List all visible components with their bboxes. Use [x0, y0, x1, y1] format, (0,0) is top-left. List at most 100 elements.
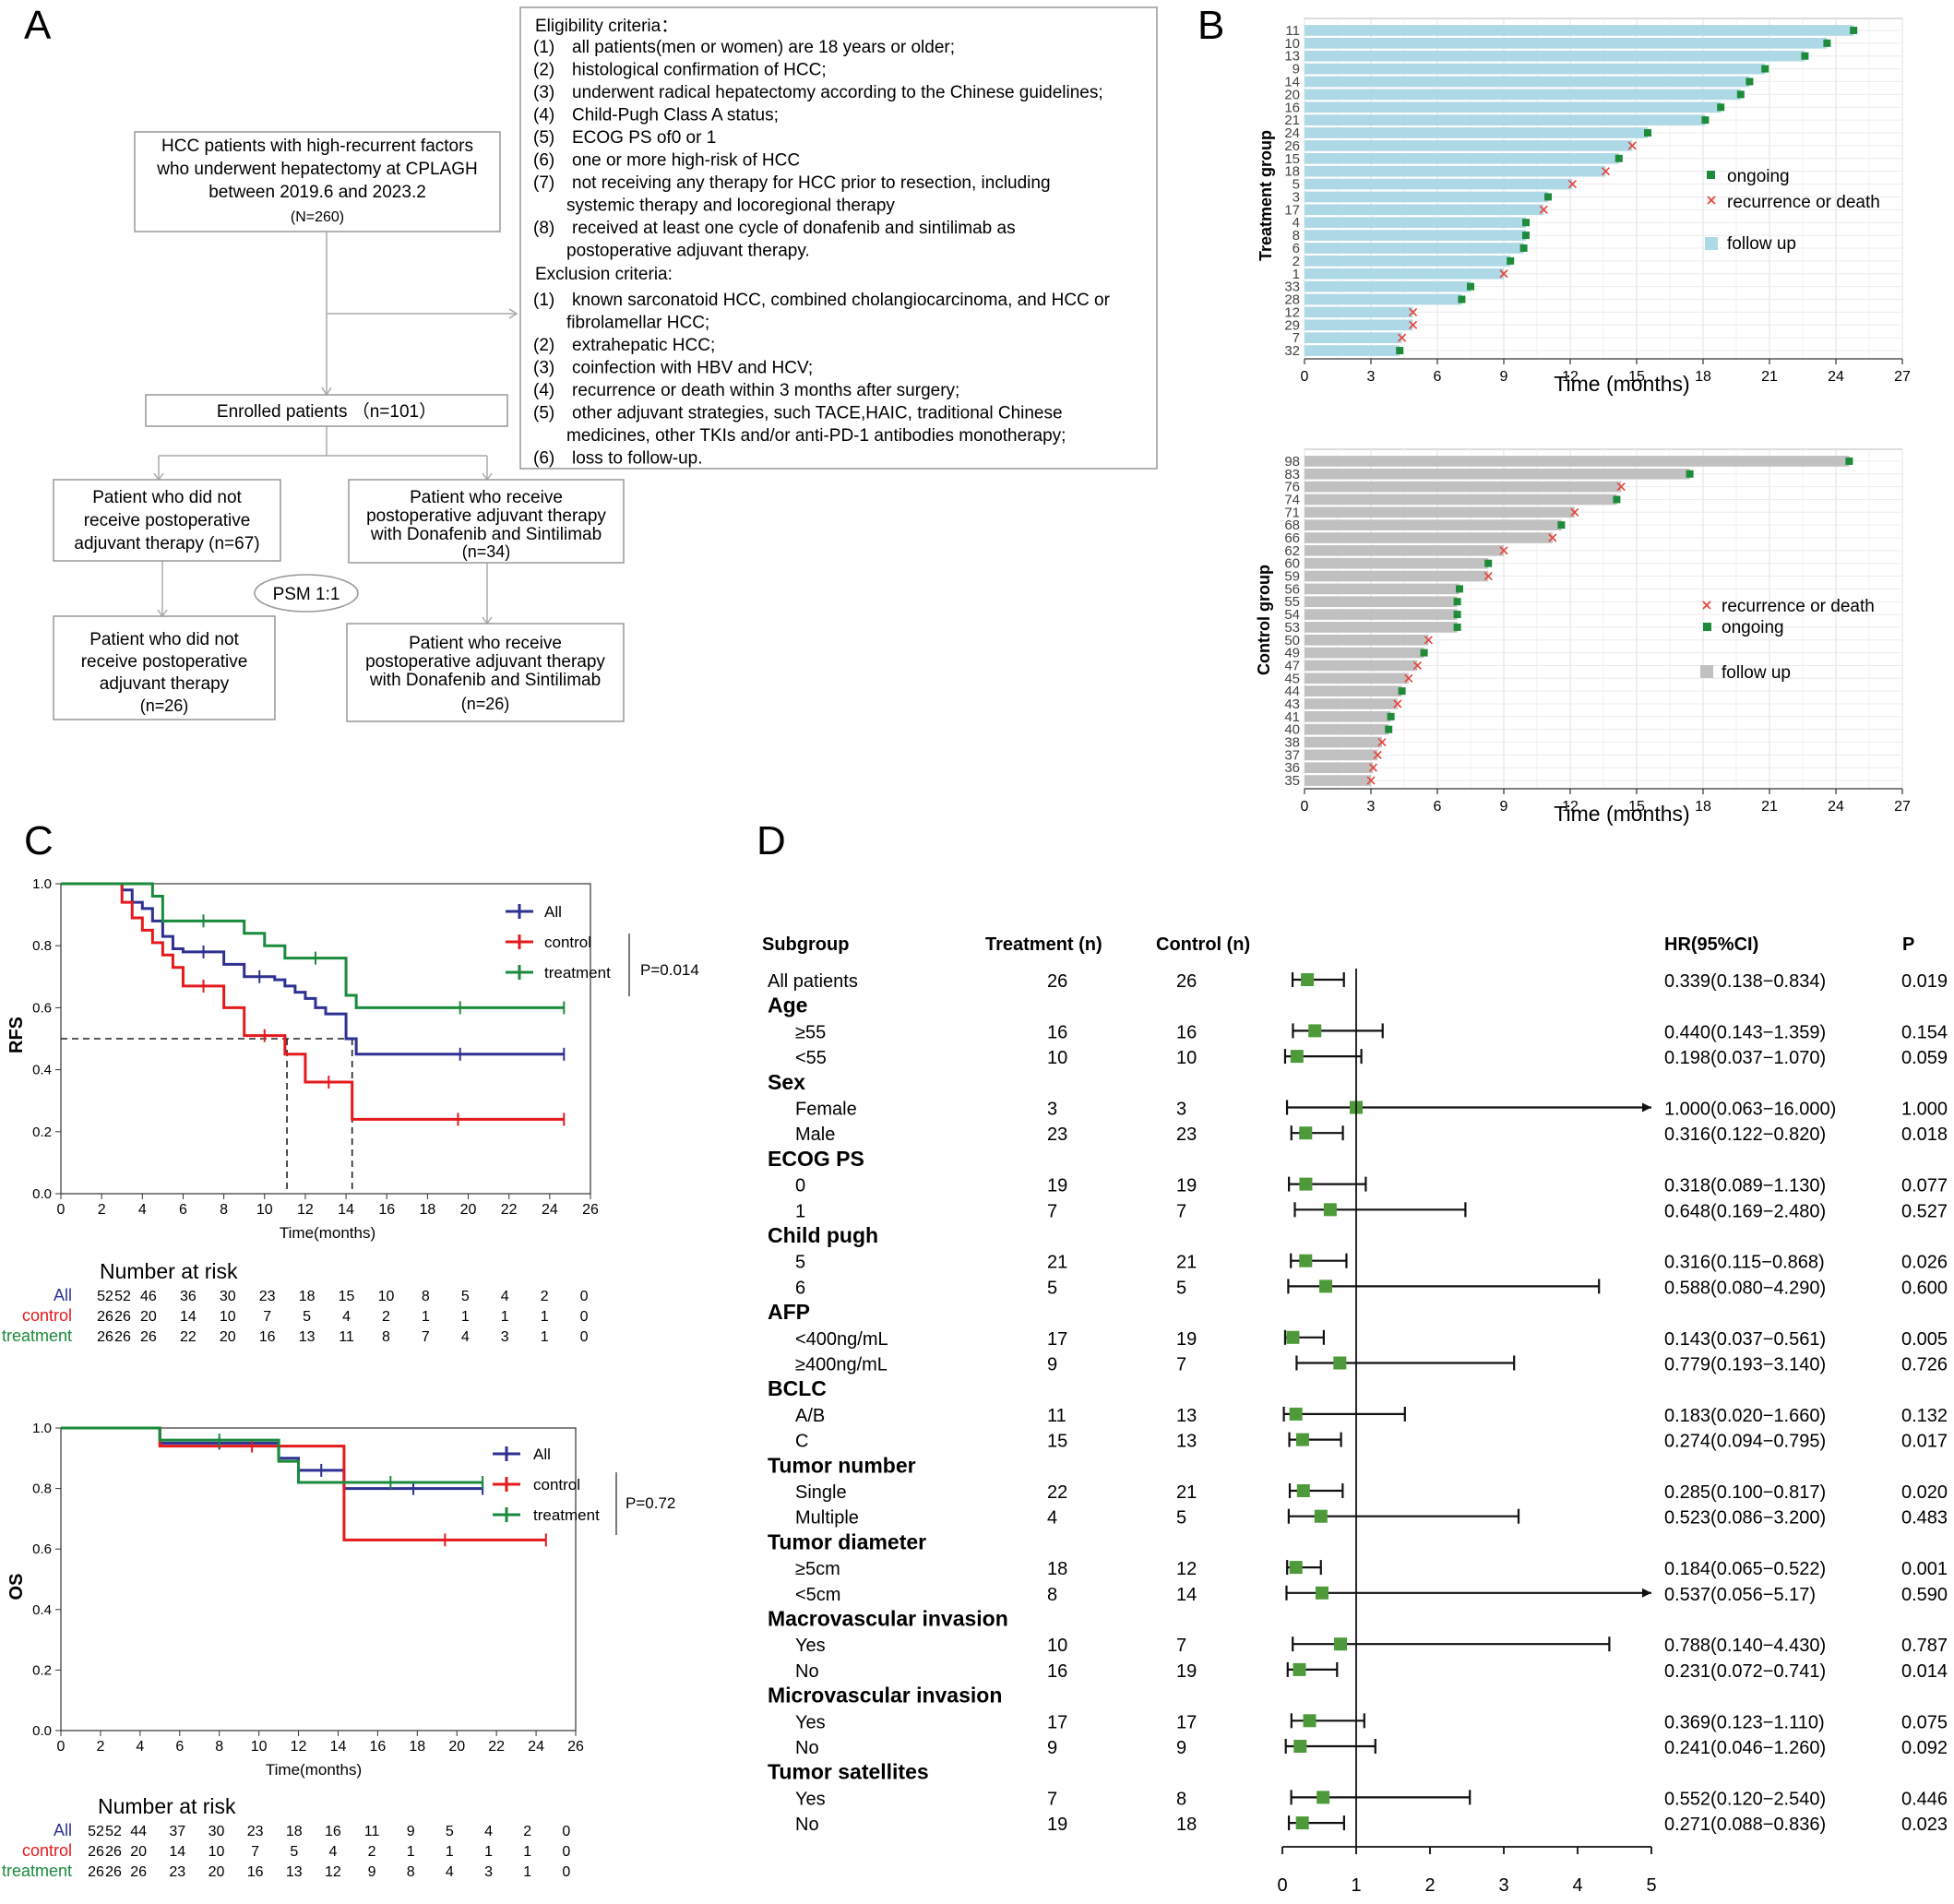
- subgroup-header: Sex: [768, 1070, 805, 1094]
- control-n: 13: [1176, 1432, 1197, 1452]
- treatment-n: 16: [1047, 1661, 1067, 1682]
- subgroup-header: Macrovascular invasion: [768, 1607, 1008, 1631]
- swimmer-bar: [1305, 204, 1544, 216]
- recurrence-marker: [1601, 167, 1610, 176]
- hr-ci-text: 0.779(0.193−3.140): [1664, 1355, 1826, 1375]
- header-p: P: [1902, 934, 1914, 955]
- hr-ci-text: 0.271(0.088−0.836): [1664, 1815, 1826, 1835]
- swimmer-bar: [1305, 660, 1418, 672]
- x-tick-label: 21: [1761, 369, 1778, 385]
- risk-value: 4: [328, 1844, 337, 1860]
- criteria-box: [519, 6, 1158, 470]
- criterion-text: coinfection with HBV and HCV;: [572, 359, 813, 378]
- box-line: (n=34): [462, 542, 511, 561]
- legend-label: ongoing: [1727, 167, 1790, 186]
- ongoing-marker: [1458, 295, 1466, 303]
- swimmer-bar: [1305, 736, 1382, 748]
- legend-control-marker: [493, 1477, 520, 1492]
- subgroup-label: No: [795, 1738, 819, 1758]
- treatment-n: 9: [1047, 1355, 1057, 1375]
- legend-all-marker: [493, 1446, 520, 1461]
- risk-value: 26: [105, 1864, 122, 1880]
- control-n: 18: [1176, 1815, 1197, 1835]
- treatment-n: 3: [1047, 1100, 1057, 1120]
- treatment-n: 11: [1047, 1406, 1066, 1426]
- risk-value: 8: [422, 1289, 430, 1304]
- legend-label: All: [544, 903, 562, 921]
- risk-value: 3: [501, 1329, 509, 1345]
- x-tick-label: 10: [251, 1739, 268, 1755]
- criterion-text: loss to follow-up.: [572, 449, 703, 469]
- risk-value: 4: [461, 1329, 470, 1345]
- box-line: Patient who receive: [410, 488, 563, 507]
- criterion-number: (6): [533, 151, 554, 171]
- x-tick-label: 26: [567, 1739, 584, 1755]
- ongoing-marker: [1801, 52, 1809, 60]
- header-subgroup: Subgroup: [762, 934, 849, 955]
- x-tick-label: 24: [542, 1202, 558, 1218]
- control-n: 7: [1176, 1636, 1186, 1656]
- hr-ci-text: 0.143(0.037−0.561): [1664, 1329, 1826, 1350]
- risk-value: 4: [501, 1289, 509, 1304]
- ongoing-marker: [1544, 193, 1552, 201]
- x-tick-label: 18: [409, 1739, 425, 1755]
- recurrence-marker: [1499, 269, 1508, 279]
- patient-id-label: 24: [1284, 125, 1300, 141]
- patient-id-label: 33: [1284, 280, 1300, 295]
- treatment-n: 7: [1047, 1789, 1057, 1809]
- criterion-text: one or more high-risk of HCC: [572, 151, 800, 171]
- ongoing-marker: [1507, 256, 1515, 265]
- hr-ci-text: 0.552(0.120−2.540): [1664, 1789, 1826, 1809]
- treatment-n: 19: [1047, 1815, 1067, 1835]
- risk-value: 15: [339, 1289, 355, 1304]
- patient-id-label: 2: [1293, 254, 1300, 269]
- p-value: 0.787: [1901, 1636, 1948, 1656]
- subgroup-label: All patients: [768, 971, 858, 992]
- legend-label: control: [533, 1476, 580, 1493]
- p-value: 0.014: [1901, 1661, 1948, 1682]
- os-risk-title: Number at risk: [98, 1794, 236, 1818]
- ongoing-marker: [1453, 611, 1461, 619]
- treatment-n: 22: [1047, 1482, 1067, 1503]
- subgroup-header: BCLC: [768, 1376, 827, 1400]
- patient-id-label: 20: [1284, 87, 1300, 102]
- swimmer-bar: [1305, 306, 1413, 318]
- swimmer-bar: [1305, 268, 1504, 280]
- x-tick-label: 15: [1628, 799, 1645, 815]
- swimmer-bar: [1305, 481, 1622, 493]
- x-tick-label: 5: [1646, 1875, 1656, 1896]
- ongoing-marker: [1717, 103, 1725, 112]
- box-enrolled-text: Enrolled patients （n=101）: [217, 401, 436, 422]
- risk-value: 26: [114, 1309, 131, 1325]
- swimmer-bar: [1305, 89, 1741, 101]
- hr-marker: [1293, 1662, 1306, 1676]
- criterion-text: not receiving any therapy for HCC prior …: [572, 173, 1051, 193]
- box-line: (n=26): [140, 696, 189, 715]
- subgroup-label: No: [795, 1661, 819, 1682]
- legend-recurrence-marker: [1702, 601, 1711, 610]
- x-tick-label: 8: [220, 1202, 228, 1218]
- subgroup-label: Male: [795, 1125, 835, 1145]
- patient-id-label: 15: [1284, 151, 1300, 167]
- hr-ci-text: 0.241(0.046−1.260): [1664, 1738, 1826, 1758]
- x-tick-label: 0: [1301, 799, 1309, 815]
- treatment-n: 10: [1047, 1048, 1067, 1068]
- x-tick-label: 4: [136, 1739, 144, 1755]
- risk-value: 9: [407, 1824, 415, 1839]
- risk-value: 1: [461, 1309, 470, 1325]
- subgroup-label: Yes: [795, 1712, 826, 1732]
- risk-value: 30: [209, 1824, 225, 1839]
- km-curve-All: [61, 882, 565, 1056]
- y-tick-label: 0.0: [32, 1723, 52, 1739]
- risk-value: 0: [580, 1289, 589, 1304]
- box-no-adjuvant-text: Patient who did not receive postoperativ…: [74, 488, 259, 553]
- treatment-n: 18: [1047, 1559, 1067, 1579]
- ongoing-marker: [1456, 585, 1463, 593]
- ongoing-marker: [1686, 470, 1694, 478]
- control-n: 12: [1176, 1559, 1197, 1579]
- x-tick-label: 24: [528, 1739, 544, 1755]
- swimmer-bar: [1305, 256, 1511, 267]
- box-adjuvant-matched: [346, 623, 625, 722]
- x-tick-label: 15: [1628, 369, 1645, 385]
- risk-value: 7: [422, 1329, 430, 1345]
